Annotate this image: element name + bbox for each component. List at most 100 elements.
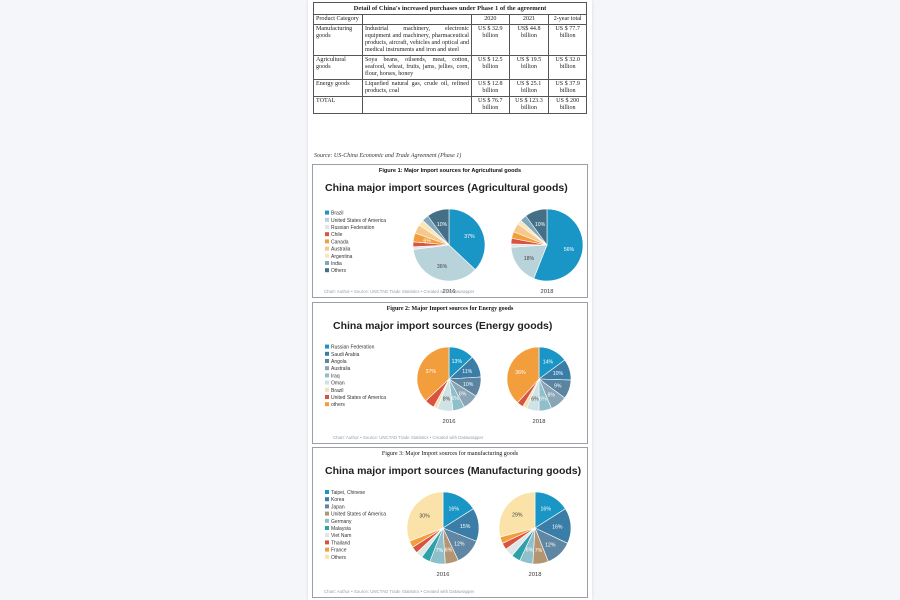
legend-label-angola: Angola: [331, 359, 347, 365]
slice-label-2018-others: 29%: [512, 512, 523, 518]
legend-swatch-canada: [325, 239, 329, 244]
legend-swatch-angola: [325, 359, 329, 363]
agreement-table-panel: Detail of China's increased purchases un…: [312, 2, 588, 160]
figure-manufacturing: Figure 3: Major Import sources for manuf…: [312, 447, 588, 598]
pie-year-label: 2016: [437, 572, 450, 578]
legend-label-brazil: Brazil: [331, 211, 344, 217]
legend-label-australia: Australia: [331, 366, 351, 372]
table-caption: Detail of China's increased purchases un…: [313, 2, 587, 15]
legend-label-united-states-of-america: United States of America: [331, 218, 386, 224]
legend-label-others: Others: [331, 555, 347, 561]
cell-total: US $ 200 billion: [548, 96, 587, 114]
legend-swatch-viet-nam: [325, 533, 329, 538]
legend-label-russian-federation: Russian Federation: [331, 345, 375, 351]
pie-slice-2018-others: [525, 208, 548, 246]
slice-label-2018-australia: 8%: [548, 393, 556, 399]
pie-slice-2018-brazil: [533, 208, 584, 282]
cell-total: US $ 32.0 billion: [548, 55, 587, 80]
cell-category: Energy goods: [313, 79, 363, 97]
chart-credit: Chart: Author • Source: UNCTAD Trade Sta…: [324, 589, 475, 594]
slice-label-2016-united-states-of-america: 6%: [445, 548, 453, 554]
legend-swatch-thailand: [325, 540, 329, 545]
legend-label-argentina: Argentina: [331, 254, 353, 260]
table-row: Manufacturing goods Industrial machinery…: [313, 24, 587, 56]
legend-swatch-others: [325, 402, 329, 407]
slice-label-2016-united-states-of-america: 36%: [437, 264, 448, 270]
pie-slice-2018-united-states-of-america: [510, 244, 548, 279]
slice-label-2016-brazil: 37%: [464, 234, 475, 240]
cell-items: Soya beans, oilseeds, meat, cotton, seaf…: [362, 55, 472, 80]
legend-swatch-chile: [325, 232, 329, 237]
cell-category: Agricultural goods: [313, 55, 363, 80]
legend-swatch-others: [325, 554, 329, 559]
pie-slice-2016-united-states-of-america: [412, 244, 476, 282]
figure-caption: Figure 3: Major Import sources for manuf…: [381, 451, 519, 457]
legend-label-thailand: Thailand: [331, 540, 350, 546]
slice-label-2018-united-states-of-america: 18%: [524, 256, 535, 262]
slice-label-2018-brazil: 56%: [564, 247, 575, 253]
legend-label-korea: Korea: [331, 497, 345, 503]
cell-total: US $ 77.7 billion: [548, 24, 587, 56]
legend-label-japan: Japan: [331, 504, 345, 510]
legend-swatch-malaysia: [325, 526, 329, 530]
slice-label-2018-japan: 12%: [545, 542, 556, 548]
cell-2020: US $ 12.8 billion: [471, 79, 510, 97]
slice-label-2018-saudi-arabia: 10%: [553, 371, 564, 377]
pie-year-label: 2018: [541, 289, 554, 295]
header-2021: 2021: [508, 14, 550, 25]
legend-swatch-iraq: [325, 373, 329, 378]
legend-label-viet-nam: Viet Nam: [331, 533, 351, 539]
cell-2021: US$ 44.8 billion: [508, 24, 550, 56]
cell-total: US $ 37.9 billion: [548, 79, 587, 97]
legend-swatch-india: [325, 261, 329, 265]
legend-label-united-states-of-america: United States of America: [331, 395, 386, 401]
slice-label-2018-iraq: 6%: [539, 396, 547, 402]
pie-slice-2018-others: [498, 491, 536, 538]
figure-energy: Figure 2: Major Import sources for Energ…: [312, 302, 588, 444]
legend-swatch-germany: [325, 518, 329, 523]
legend-swatch-russian-federation: [325, 344, 329, 349]
slice-label-2016-japan: 12%: [454, 541, 465, 547]
slice-label-2016-germany: 7%: [436, 548, 444, 554]
legend-label-united-states-of-america: United States of America: [331, 512, 386, 518]
slice-label-2016-canada: 6%: [423, 238, 431, 244]
pie-year-label: 2016: [443, 289, 456, 295]
legend-swatch-russian-federation: [325, 225, 329, 229]
pie-year-label: 2016: [443, 419, 456, 425]
slice-label-2018-united-states-of-america: 7%: [535, 548, 543, 554]
cell-2021: US $ 25.1 billion: [508, 79, 550, 97]
legend-swatch-united-states-of-america: [325, 395, 329, 399]
header-2020: 2020: [471, 14, 510, 25]
cell-category: Manufacturing goods: [313, 24, 363, 56]
cell-items: [362, 96, 472, 114]
header-items: [362, 14, 472, 25]
slice-label-2016-iraq: 6%: [451, 396, 459, 402]
cell-items: Liquefied natural gas, crude oil, refine…: [362, 79, 472, 97]
legend-label-iraq: Iraq: [331, 373, 340, 379]
legend-swatch-brazil: [325, 210, 329, 215]
pie-year-label: 2018: [529, 572, 542, 578]
slice-label-2018-oman: 6%: [531, 396, 539, 402]
legend-label-oman: Oman: [331, 381, 345, 387]
cell-2020: US $ 32.9 billion: [471, 24, 510, 56]
legend-swatch-united-states-of-america: [325, 511, 329, 516]
figure-agricultural: Figure 1: Major Import sources for Agric…: [312, 164, 588, 298]
slice-label-2016-oman: 8%: [443, 397, 451, 403]
slice-label-2018-russian-federation: 14%: [543, 359, 554, 365]
legend-label-malaysia: Malaysia: [331, 526, 351, 532]
slice-label-2016-angola: 10%: [463, 382, 474, 388]
slice-label-2016-russian-federation: 13%: [452, 359, 463, 365]
cell-2020: US $ 76.7 billion: [471, 96, 510, 114]
pie-slice-2016-brazil: [448, 208, 486, 271]
slice-label-2016-australia: 8%: [459, 391, 467, 397]
chart-credit: Chart: Author • Source: UNCTAD Trade Sta…: [324, 289, 475, 294]
chart-title: China major import sources (Energy goods…: [333, 320, 553, 332]
pie-slice-2018-others: [506, 346, 540, 404]
figure-caption: Figure 1: Major Import sources for Agric…: [378, 168, 522, 174]
legend-label-india: India: [331, 261, 342, 267]
legend-swatch-united-states-of-america: [325, 217, 329, 222]
slice-label-2018-others: 10%: [535, 222, 546, 228]
legend-swatch-others: [325, 268, 329, 273]
legend-label-chile: Chile: [331, 232, 343, 238]
